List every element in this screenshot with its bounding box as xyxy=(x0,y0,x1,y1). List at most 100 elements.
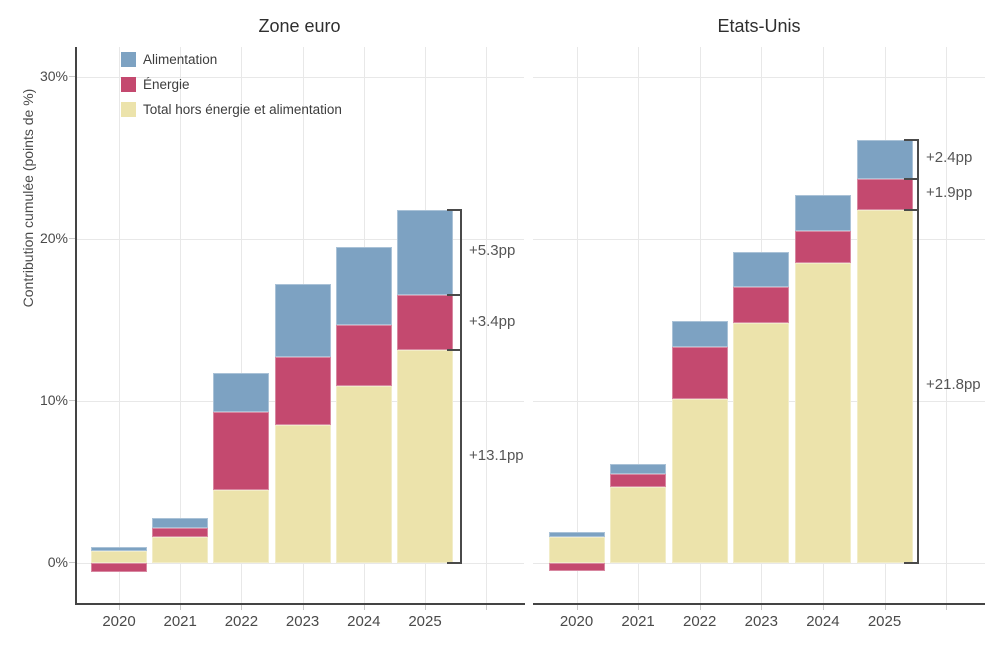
gridline-vertical xyxy=(180,47,182,603)
bar-segment-energie xyxy=(274,356,331,425)
x-tick-mark xyxy=(884,604,886,610)
bar-segment-alimentation xyxy=(671,321,728,348)
legend-swatch xyxy=(121,77,136,92)
x-tick-label: 2023 xyxy=(285,613,320,630)
y-tick-label: 20% xyxy=(39,229,68,246)
x-tick-mark xyxy=(946,604,948,610)
x-tick-label: 2021 xyxy=(163,613,197,630)
bar-segment-energie xyxy=(91,562,147,573)
x-tick-mark xyxy=(486,604,488,610)
bracket-cap xyxy=(904,138,919,141)
gridline-horizontal xyxy=(75,238,524,240)
y-tick-mark xyxy=(69,76,75,78)
legend-label: Énergie xyxy=(143,77,190,92)
x-tick-mark xyxy=(576,604,578,610)
legend-swatch xyxy=(121,102,136,117)
annotation-label: +5.3pp xyxy=(469,242,516,260)
annotation-label: +2.4pp xyxy=(926,149,973,167)
gridline-vertical xyxy=(946,47,948,603)
chart-title: Zone euro xyxy=(258,16,341,36)
bar-segment-energie xyxy=(213,412,270,490)
gridline-horizontal xyxy=(533,562,985,564)
annotation-label: +21.8pp xyxy=(926,376,981,394)
y-tick-mark xyxy=(69,238,75,240)
y-tick-mark xyxy=(69,562,75,564)
legend-label: Total hors énergie et alimentation xyxy=(143,102,342,117)
x-tick-label: 2025 xyxy=(408,613,442,630)
bar-segment-energie xyxy=(733,287,790,323)
y-axis-title: Contribution cumulée (points de %) xyxy=(20,88,36,308)
x-tick-label: 2020 xyxy=(102,613,136,630)
x-tick-mark xyxy=(119,604,120,610)
y-axis-line xyxy=(75,47,77,605)
legend-label: Alimentation xyxy=(143,52,218,67)
bar-segment-hors xyxy=(213,489,270,563)
gridline-horizontal xyxy=(75,562,524,564)
bracket-line xyxy=(917,138,919,564)
gridline-vertical xyxy=(241,47,243,603)
bar-segment-energie xyxy=(794,230,851,263)
x-tick-mark xyxy=(638,604,640,610)
bar-segment-alimentation xyxy=(213,373,270,413)
annotation-label: +3.4pp xyxy=(469,312,516,330)
x-axis-line-etats-unis xyxy=(533,603,985,605)
bar-segment-alimentation xyxy=(335,246,392,325)
bar-segment-hors xyxy=(856,209,913,563)
gridline-horizontal xyxy=(533,238,985,240)
bar-segment-hors xyxy=(274,425,331,563)
bracket-cap xyxy=(447,561,462,564)
legend-swatch xyxy=(121,52,136,67)
bar-segment-alimentation xyxy=(152,518,209,528)
x-tick-mark xyxy=(822,604,824,610)
bar-segment-energie xyxy=(335,324,392,387)
y-tick-mark xyxy=(69,400,75,402)
bracket-cap xyxy=(904,177,919,180)
gridline-horizontal xyxy=(533,76,985,78)
bar-segment-hors xyxy=(794,263,851,563)
x-tick-mark xyxy=(302,604,304,610)
bar-segment-alimentation xyxy=(610,463,667,474)
gridline-vertical xyxy=(486,47,488,603)
x-tick-mark xyxy=(180,604,182,610)
plot-area-etats-unis: 2020 2021 2022 2023 2024 2025 Etats-Unis +2.4pp… xyxy=(533,16,985,630)
bar-segment-hors xyxy=(671,399,728,563)
bracket-cap xyxy=(447,208,462,211)
x-axis-line-zone-euro xyxy=(75,603,525,605)
bar-segment-alimentation xyxy=(856,139,913,179)
annotation-label: +1.9pp xyxy=(926,184,973,202)
bar-segment-hors xyxy=(610,486,667,563)
bar-segment-energie xyxy=(152,527,209,537)
x-tick-mark xyxy=(425,604,426,610)
x-tick-label: 2024 xyxy=(806,613,840,630)
chart-title: Etats-Unis xyxy=(717,16,801,36)
legend-item-total[interactable]: Total hors énergie et alimentation xyxy=(121,102,342,117)
legend-item-alimentation[interactable]: Alimentation xyxy=(121,52,342,67)
bracket-cap xyxy=(447,349,462,352)
bar-segment-energie xyxy=(397,295,453,351)
bar-segment-hors xyxy=(152,536,209,563)
bar-segment-alimentation xyxy=(548,531,605,537)
bar-segment-hors xyxy=(335,386,392,563)
x-tick-label: 2022 xyxy=(683,613,717,630)
bracket-cap xyxy=(904,208,919,211)
bar-segment-hors xyxy=(397,350,453,563)
bar-segment-alimentation xyxy=(397,209,453,296)
x-tick-label: 2021 xyxy=(621,613,655,630)
y-tick-label: 0% xyxy=(47,553,68,570)
annotation-label: +13.1pp xyxy=(469,446,524,464)
plot-area-zone-euro: 2020 2021 2022 2023 2024 2025 Zone euro +5.3pp +… xyxy=(75,16,524,630)
x-tick-label: 2024 xyxy=(347,613,381,630)
bar-segment-hors xyxy=(733,322,790,563)
bar-segment-alimentation xyxy=(733,251,790,288)
legend-item-energie[interactable]: Énergie xyxy=(121,77,342,92)
bar-segment-alimentation xyxy=(794,194,851,231)
bracket-cap xyxy=(904,561,919,564)
x-tick-mark xyxy=(761,604,763,610)
bar-segment-energie xyxy=(856,178,913,210)
bracket-cap xyxy=(447,294,462,297)
gridline-vertical xyxy=(576,47,578,603)
gridline-horizontal xyxy=(75,76,524,78)
legend: Alimentation Énergie Total hors énergie et… xyxy=(121,52,342,117)
bar-segment-energie xyxy=(610,473,667,487)
